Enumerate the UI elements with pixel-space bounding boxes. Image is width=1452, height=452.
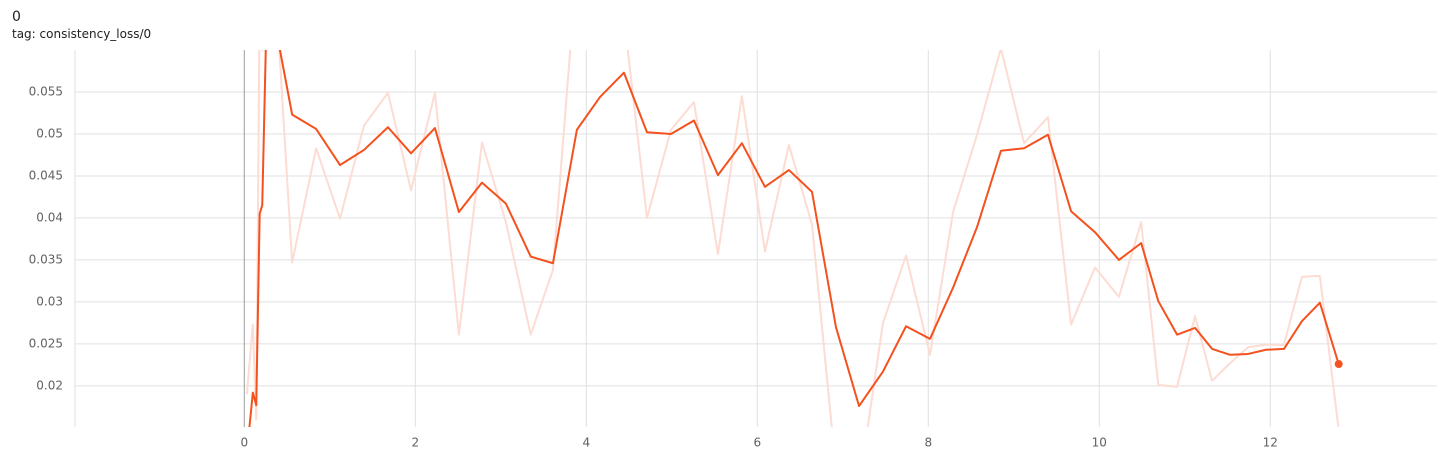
x-tick-label: 0 <box>240 436 248 450</box>
x-tick-label: 6 <box>753 436 761 450</box>
y-tick-label: 0.04 <box>36 210 63 224</box>
y-tick-label: 0.025 <box>29 336 63 350</box>
x-tick-label: 12 <box>1263 436 1278 450</box>
x-tick-label: 4 <box>582 436 590 450</box>
tag-label: tag: consistency_loss/0 <box>12 27 152 41</box>
series-line <box>245 50 1340 427</box>
x-tick-label: 10 <box>1092 436 1107 450</box>
y-tick-label: 0.035 <box>29 252 63 266</box>
y-tick-label: 0.055 <box>29 84 63 98</box>
y-tick-label: 0.045 <box>29 168 63 182</box>
run-title: 0 <box>12 9 21 25</box>
y-tick-label: 0.05 <box>36 126 63 140</box>
y-tick-label: 0.02 <box>36 378 63 392</box>
x-tick-label: 2 <box>411 436 419 450</box>
plot-area <box>245 50 1343 427</box>
last-point <box>1334 360 1343 369</box>
y-tick-label: 0.03 <box>36 294 63 308</box>
series-line <box>248 50 1340 427</box>
x-tick-label: 8 <box>924 436 932 450</box>
